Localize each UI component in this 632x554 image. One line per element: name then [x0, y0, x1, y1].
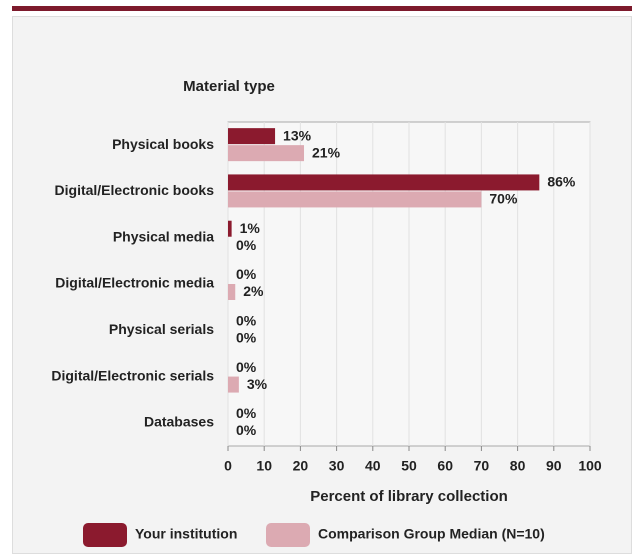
value-label: 2% — [243, 283, 264, 299]
y-tick-label: Physical serials — [109, 321, 214, 337]
x-tick-label: 80 — [510, 458, 526, 474]
value-label: 0% — [236, 266, 257, 282]
x-tick-label: 50 — [401, 458, 417, 474]
x-tick-label: 0 — [224, 458, 232, 474]
y-tick-label: Digital/Electronic serials — [51, 367, 214, 383]
value-label: 21% — [312, 144, 341, 160]
x-tick-label: 90 — [546, 458, 562, 474]
value-label: 0% — [236, 359, 257, 375]
value-label: 0% — [236, 237, 257, 253]
value-label: 0% — [236, 329, 257, 345]
bar — [228, 220, 232, 237]
y-tick-label: Digital/Electronic books — [55, 182, 215, 198]
x-tick-label: 100 — [578, 458, 602, 474]
bar — [228, 128, 276, 145]
legend-label: Comparison Group Median (N=10) — [318, 526, 545, 542]
x-tick-label: 20 — [293, 458, 309, 474]
legend-swatch — [266, 523, 310, 547]
y-tick-label: Physical books — [112, 136, 214, 152]
value-label: 3% — [247, 376, 268, 392]
x-axis-title: Percent of library collection — [310, 488, 508, 505]
bar — [228, 145, 305, 162]
value-label: 0% — [236, 422, 257, 438]
x-tick-label: 60 — [437, 458, 453, 474]
y-tick-label: Databases — [144, 414, 214, 430]
legend-swatch — [83, 523, 127, 547]
bar — [228, 174, 540, 191]
value-label: 1% — [240, 220, 261, 236]
value-label: 86% — [547, 174, 576, 190]
y-tick-label: Physical media — [113, 228, 214, 244]
value-label: 70% — [489, 191, 518, 207]
x-tick-label: 10 — [256, 458, 272, 474]
bar — [228, 376, 239, 393]
x-tick-label: 30 — [329, 458, 345, 474]
value-label: 13% — [283, 127, 312, 143]
x-tick-label: 40 — [365, 458, 381, 474]
value-label: 0% — [236, 405, 257, 421]
legend-label: Your institution — [135, 526, 237, 542]
bar — [228, 191, 482, 208]
top-rule — [12, 6, 632, 11]
y-axis-title: Material type — [183, 78, 275, 95]
value-label: 0% — [236, 312, 257, 328]
x-tick-label: 70 — [474, 458, 490, 474]
y-tick-label: Digital/Electronic media — [55, 275, 214, 291]
bar — [228, 284, 236, 300]
